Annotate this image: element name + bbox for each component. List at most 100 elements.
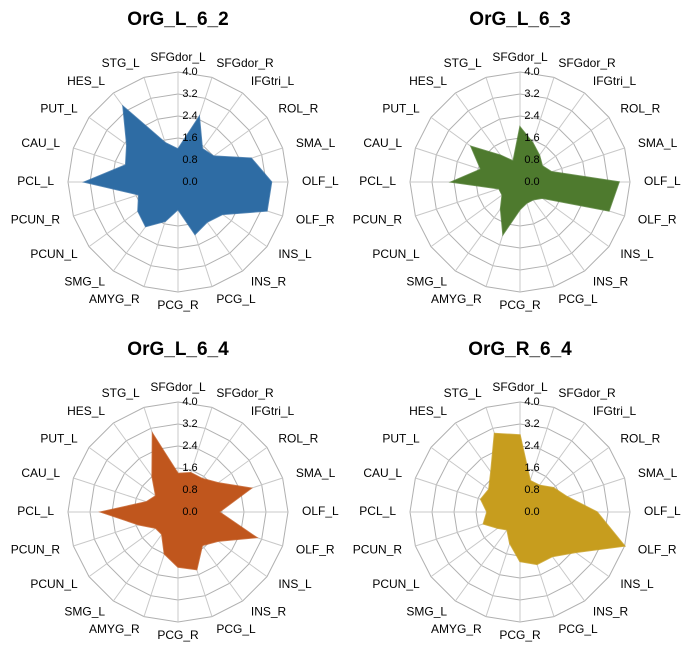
category-label: SMA_L xyxy=(638,136,678,150)
category-label: OLF_L xyxy=(302,174,339,188)
r-tick-label: 0.8 xyxy=(524,154,539,166)
r-tick-label: 3.2 xyxy=(524,88,539,100)
category-label: PCUN_R xyxy=(353,212,403,226)
r-tick-label: 3.2 xyxy=(182,88,197,100)
category-label: INS_L xyxy=(620,247,654,261)
category-label: STG_L xyxy=(444,386,482,400)
category-label: PCL_L xyxy=(17,174,54,188)
category-label: CAU_L xyxy=(363,466,402,480)
r-tick-label: 4.0 xyxy=(182,396,197,408)
category-label: AMYG_R xyxy=(89,622,140,636)
category-label: PCL_L xyxy=(359,174,396,188)
category-label: STG_L xyxy=(444,56,482,70)
category-label: PCG_R xyxy=(157,628,199,642)
category-label: INS_R xyxy=(593,274,629,288)
category-label: IFGtri_L xyxy=(251,74,295,88)
category-label: SFGdor_R xyxy=(558,56,616,70)
chart-title: OrG_L_6_3 xyxy=(469,9,570,30)
r-tick-label: 3.2 xyxy=(182,418,197,430)
r-tick-label: 1.6 xyxy=(524,462,539,474)
category-label: SMG_L xyxy=(406,604,447,618)
category-label: SFGdor_L xyxy=(150,380,206,394)
r-tick-label: 4.0 xyxy=(524,396,539,408)
category-label: SFGdor_R xyxy=(558,386,616,400)
category-label: SFGdor_R xyxy=(216,386,274,400)
r-tick-label: 0.0 xyxy=(182,176,197,188)
r-tick-label: 1.6 xyxy=(182,462,197,474)
category-label: OLF_L xyxy=(644,504,681,518)
radar-area xyxy=(98,431,259,571)
r-tick-label: 2.4 xyxy=(182,440,197,452)
r-tick-label: 2.4 xyxy=(524,110,539,122)
category-label: INS_R xyxy=(251,274,287,288)
category-label: INS_R xyxy=(251,604,287,618)
category-label: PCG_R xyxy=(499,298,541,312)
category-label: STG_L xyxy=(102,386,140,400)
category-label: SMA_L xyxy=(296,466,336,480)
category-label: PCL_L xyxy=(359,504,396,518)
category-label: PCUN_L xyxy=(372,247,420,261)
radar-area xyxy=(448,125,621,237)
category-label: INS_L xyxy=(620,577,654,591)
category-label: IFGtri_L xyxy=(593,404,637,418)
category-label: IFGtri_L xyxy=(251,404,295,418)
r-tick-label: 1.6 xyxy=(524,132,539,144)
r-tick-label: 2.4 xyxy=(182,110,197,122)
category-label: OLF_L xyxy=(644,174,681,188)
category-label: ROL_R xyxy=(278,101,318,115)
r-tick-label: 0.8 xyxy=(182,154,197,166)
r-tick-label: 3.2 xyxy=(524,418,539,430)
chart-title: OrG_R_6_4 xyxy=(468,339,572,360)
category-label: PCUN_R xyxy=(11,542,61,556)
r-tick-label: 4.0 xyxy=(524,66,539,78)
r-tick-label: 0.0 xyxy=(524,506,539,518)
category-label: SMG_L xyxy=(64,604,105,618)
category-label: OLF_R xyxy=(296,542,335,556)
category-label: INS_R xyxy=(593,604,629,618)
category-label: HES_L xyxy=(409,404,447,418)
category-label: STG_L xyxy=(102,56,140,70)
category-label: PUT_L xyxy=(382,431,420,445)
category-label: HES_L xyxy=(67,404,105,418)
r-tick-label: 4.0 xyxy=(182,66,197,78)
category-label: SMG_L xyxy=(406,274,447,288)
category-label: CAU_L xyxy=(363,136,402,150)
r-tick-label: 0.8 xyxy=(182,484,197,496)
r-tick-label: 2.4 xyxy=(524,440,539,452)
category-label: PCG_L xyxy=(558,292,598,306)
category-label: OLF_R xyxy=(296,212,335,226)
r-tick-label: 0.0 xyxy=(182,506,197,518)
category-label: PUT_L xyxy=(382,101,420,115)
category-label: ROL_R xyxy=(620,431,660,445)
category-label: PCG_R xyxy=(157,298,199,312)
r-tick-label: 0.0 xyxy=(524,176,539,188)
category-label: SFGdor_L xyxy=(492,50,548,64)
category-label: ROL_R xyxy=(278,431,318,445)
category-label: IFGtri_L xyxy=(593,74,637,88)
category-label: PCG_L xyxy=(216,292,256,306)
radar-area xyxy=(82,104,273,236)
category-label: PCG_R xyxy=(499,628,541,642)
category-label: INS_L xyxy=(278,577,312,591)
category-label: PUT_L xyxy=(40,101,78,115)
category-label: PCL_L xyxy=(17,504,54,518)
category-label: CAU_L xyxy=(21,466,60,480)
category-label: INS_L xyxy=(278,247,312,261)
category-label: SFGdor_L xyxy=(150,50,206,64)
category-label: PCG_L xyxy=(216,622,256,636)
category-label: PCG_L xyxy=(558,622,598,636)
category-label: PCUN_L xyxy=(372,577,420,591)
category-label: SMG_L xyxy=(64,274,105,288)
category-label: AMYG_R xyxy=(89,292,140,306)
chart-title: OrG_L_6_4 xyxy=(127,339,229,360)
category-label: SMA_L xyxy=(638,466,678,480)
category-label: SFGdor_R xyxy=(216,56,274,70)
chart-title: OrG_L_6_2 xyxy=(127,9,228,30)
radar-area xyxy=(479,432,627,566)
category-label: OLF_R xyxy=(638,542,677,556)
category-label: HES_L xyxy=(67,74,105,88)
category-label: PCUN_L xyxy=(30,577,78,591)
category-label: PUT_L xyxy=(40,431,78,445)
